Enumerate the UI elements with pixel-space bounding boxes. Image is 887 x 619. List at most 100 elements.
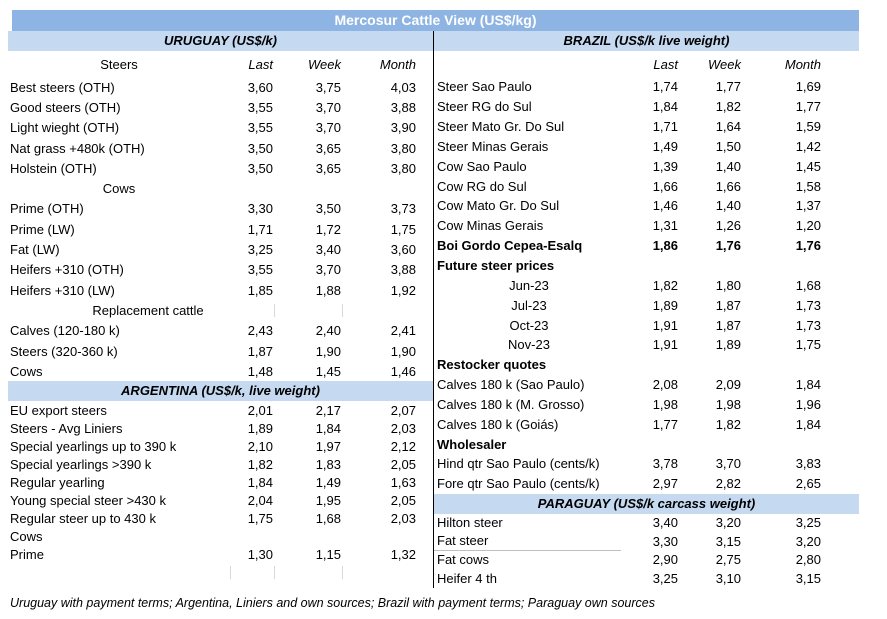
table-row: Steers (320-360 k) 1,87 1,90 1,90 [8,341,433,361]
value-month: 1,69 [795,79,821,95]
table-row: Steer Minas Gerais 1,49 1,50 1,42 [434,137,859,157]
value-week: 1,82 [715,99,741,115]
subgroup-row-replacement-cattle: Replacement cattle [8,300,433,320]
value-month: 2,12 [390,438,416,454]
value-week: 1,83 [315,456,341,472]
value-month: 1,45 [795,158,821,174]
row-label: Calves 180 k (M. Grosso) [437,396,585,412]
table-row: Cow Sao Paulo 1,39 1,40 1,45 [434,156,859,176]
value-last: 1,77 [652,416,678,432]
col-header-week: Week [708,56,741,72]
row-label: Steers - Avg Liniers [10,420,123,436]
value-week: 3,70 [315,99,341,115]
value-last: 3,40 [652,515,678,531]
value-last: 2,43 [247,323,273,339]
row-label: Fat cows [437,552,490,568]
col-header-last: Last [653,56,678,72]
value-last: 3,55 [247,262,273,278]
row-label: Calves 180 k (Sao Paulo) [437,377,585,393]
subgroup-row-future-steer-prices: Future steer prices [434,256,859,276]
row-label: Calves 180 k (Goiás) [437,416,559,432]
row-label: Cow Sao Paulo [437,158,527,174]
brazil-section: Steer Sao Paulo 1,74 1,77 1,69 Steer RG do … [434,77,859,494]
column-headers-left: Steers Last Week Month [8,51,433,77]
value-week: 3,75 [315,79,341,95]
value-week: 1,77 [715,79,741,95]
col-header-month: Month [784,56,821,72]
table-row: Cows 1,48 1,45 1,46 [8,361,433,381]
value-month: 2,41 [390,323,416,339]
value-week: 3,70 [715,456,741,472]
subgroup-row-restocker-quotes: Restocker quotes [434,355,859,375]
value-last: 1,84 [652,99,678,115]
table-row: Jun-23 1,82 1,80 1,68 [434,275,859,295]
table-row: Jul-23 1,89 1,87 1,73 [434,295,859,315]
left-panel: URUGUAY (US$/k) Steers Last Week Month B… [8,31,433,581]
row-label: Good steers (OTH) [10,99,121,115]
subgroup-label: Cows [102,181,136,197]
value-month: 1,73 [795,317,821,333]
table-row: Heifers +310 (OTH) 3,55 3,70 3,88 [8,260,433,280]
value-month: 1,32 [390,546,416,562]
table-row: Oct-23 1,91 1,87 1,73 [434,315,859,335]
value-last: 2,01 [247,402,273,418]
table-row: Cow Mato Gr. Do Sul 1,46 1,40 1,37 [434,196,859,216]
value-week: 2,17 [315,402,341,418]
row-label: Young special steer >430 k [10,492,166,508]
row-label: Regular steer up to 430 k [10,510,156,526]
value-week: 1,26 [715,218,741,234]
value-last: 1,84 [247,474,273,490]
right-panel: BRAZIL (US$/k live weight) Last Week Mon… [433,31,859,588]
value-month: 1,63 [390,474,416,490]
value-last: 1,31 [652,218,678,234]
table-row: Special yearlings >390 k 1,82 1,83 2,05 [8,455,433,473]
value-last: 3,50 [247,160,273,176]
value-week: 1,87 [715,317,741,333]
table-row: Light wieght (OTH) 3,55 3,70 3,90 [8,118,433,138]
table-row: Regular yearling 1,84 1,49 1,63 [8,473,433,491]
value-last: 1,89 [247,420,273,436]
value-last: 1,39 [652,158,678,174]
col-header-week: Week [308,56,341,72]
subgroup-label: Replacement cattle [92,302,204,318]
value-last: 3,55 [247,99,273,115]
value-month: 1,92 [390,282,416,298]
subgroup-label: Cows [10,528,43,544]
value-last: 2,97 [652,476,678,492]
value-month: 2,80 [795,552,821,568]
row-label: Special yearlings up to 390 k [10,438,177,454]
table-row: Special yearlings up to 390 k 2,10 1,97 2,1… [8,437,433,455]
table-row: EU export steers 2,01 2,17 2,07 [8,401,433,419]
value-month: 4,03 [390,79,416,95]
value-month: 2,03 [390,420,416,436]
value-week: 2,75 [715,552,741,568]
table-row: Steer Sao Paulo 1,74 1,77 1,69 [434,77,859,97]
table-row: Regular steer up to 430 k 1,75 1,68 2,03 [8,509,433,527]
value-last: 1,46 [652,198,678,214]
subgroup-label: Restocker quotes [437,357,547,373]
value-last: 1,85 [247,282,273,298]
value-last: 2,10 [247,438,273,454]
value-month: 3,60 [390,242,416,258]
paraguay-section: Hilton steer 3,40 3,20 3,25 Fat steer 3,30 3,… [434,514,859,588]
table-row: Prime (LW) 1,71 1,72 1,75 [8,219,433,239]
empty-row [8,563,433,581]
value-week: 3,70 [315,120,341,136]
value-last: 1,71 [247,221,273,237]
value-month: 1,84 [795,377,821,393]
row-label: Prime (LW) [10,221,75,237]
gridline-artifact [342,565,417,579]
value-month: 1,42 [795,138,821,154]
value-last: 3,50 [247,140,273,156]
value-month: 2,05 [390,456,416,472]
subgroup-label: Wholesaler [437,436,507,452]
row-label: Jun-23 [509,277,549,293]
value-week: 1,45 [315,363,341,379]
value-last: 2,04 [247,492,273,508]
value-month: 3,73 [390,201,416,217]
section-header-uruguay: URUGUAY (US$/k) [8,31,433,51]
value-last: 1,87 [247,343,273,359]
value-month: 1,37 [795,198,821,214]
value-week: 1,50 [715,138,741,154]
